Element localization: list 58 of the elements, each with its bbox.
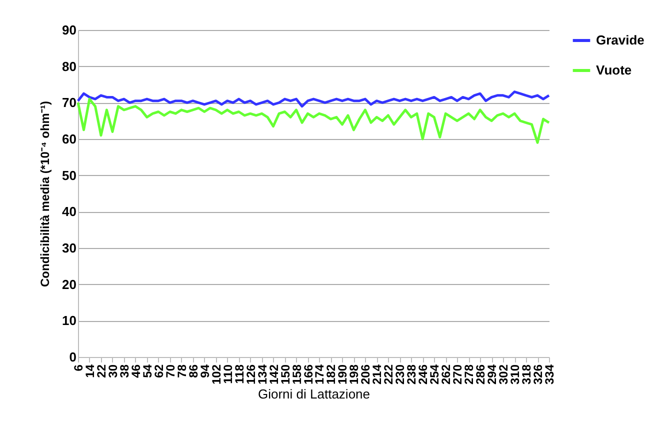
x-tick-label: 174 (312, 364, 327, 385)
y-tick-label: 70 (62, 95, 76, 110)
x-tick-label: 126 (244, 364, 258, 385)
x-tick-label: 134 (255, 364, 270, 385)
line-series (76, 90, 550, 108)
x-tick-label: 222 (382, 364, 396, 385)
x-tick-label: 310 (508, 364, 522, 385)
y-tick-label: 80 (62, 58, 76, 74)
y-tick-label: 0 (69, 350, 76, 364)
x-tick-label: 318 (520, 364, 534, 385)
x-tick-label: 46 (128, 364, 143, 378)
x-tick-label: 158 (290, 364, 304, 385)
x-tick-label: 214 (370, 364, 384, 385)
y-axis-title: Condicibilità media (*10⁻⁴ ohm⁻¹) (38, 101, 52, 287)
y-tick-label: 90 (62, 22, 76, 38)
x-tick-label: 118 (232, 364, 246, 384)
y-tick-label: 60 (62, 132, 76, 146)
x-tick-label: 262 (439, 364, 454, 385)
x-tick-label: 38 (117, 364, 132, 378)
x-tick-label: 150 (278, 364, 292, 385)
x-tick-label: 166 (301, 364, 316, 385)
x-tick-label: 22 (94, 364, 108, 378)
x-tick-label: 278 (462, 364, 476, 385)
x-tick-label: 182 (324, 364, 338, 385)
x-tick-label: 254 (428, 364, 442, 385)
x-tick-label: 334 (542, 364, 556, 385)
y-tick-label: 10 (62, 313, 76, 328)
y-tick-label: 20 (62, 276, 76, 292)
x-tick-label: 294 (485, 364, 500, 385)
x-tick-label: 78 (174, 364, 189, 378)
y-tick-label: 50 (62, 168, 76, 183)
line-series (76, 98, 550, 144)
x-tick-label: 198 (347, 364, 362, 385)
x-tick-label: 86 (186, 364, 200, 378)
x-tick-label: 270 (450, 364, 465, 385)
x-tick-label: 190 (336, 364, 350, 385)
x-tick-label: 326 (531, 364, 546, 385)
x-tick-label: 54 (140, 364, 154, 378)
x-tick-label: 206 (358, 364, 373, 385)
x-tick-label: 142 (266, 364, 281, 385)
legend-label: Gravide (596, 32, 644, 48)
x-tick-label: 238 (404, 364, 419, 385)
y-tick-label: 40 (62, 204, 76, 220)
x-tick-label: 70 (163, 364, 178, 378)
x-tick-label: 230 (393, 364, 408, 385)
x-tick-label: 62 (152, 364, 166, 378)
x-axis-title: Giorni di Lattazione (258, 386, 370, 402)
x-tick-label: 30 (106, 364, 120, 378)
x-tick-label: 286 (474, 364, 488, 385)
x-tick-label: 302 (496, 364, 511, 385)
x-tick-label: 94 (198, 364, 212, 378)
y-tick-label: 30 (62, 240, 76, 256)
x-tick-label: 102 (209, 364, 224, 385)
x-tick-label: 6 (72, 364, 86, 372)
x-tick-label: 110 (220, 364, 235, 384)
legend-label: Vuote (596, 62, 632, 78)
x-tick-label: 14 (82, 364, 97, 378)
x-tick-label: 246 (416, 364, 430, 385)
